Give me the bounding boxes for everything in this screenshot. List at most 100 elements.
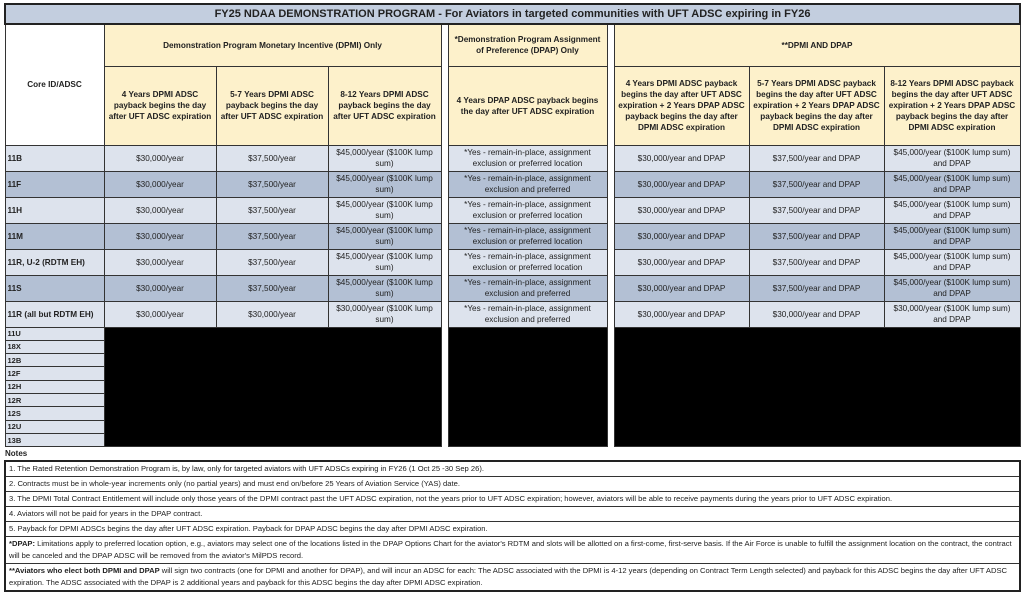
gap	[440, 145, 449, 171]
dpmi-group-header: Demonstration Program Monetary Incentive…	[103, 23, 442, 67]
core-id-cell: 12R	[4, 392, 105, 408]
gap	[606, 197, 615, 223]
column-header: 4 Years DPAP ADSC payback begins the day…	[447, 65, 608, 146]
table-row: 11R (all but RDTM EH) $30,000/year $30,000…	[4, 300, 1021, 328]
gap	[440, 301, 449, 327]
value-cell: $37,500/year and DPAP	[748, 170, 885, 198]
core-id-cell: 11F	[4, 170, 105, 198]
value-cell: $30,000/year	[103, 144, 217, 172]
gap	[440, 275, 449, 301]
value-cell: $37,500/year	[215, 144, 329, 172]
value-cell: $37,500/year and DPAP	[748, 274, 885, 302]
column-header: 4 Years DPMI ADSC payback begins the day…	[613, 65, 750, 146]
core-id-cell: 11M	[4, 222, 105, 250]
value-cell: $37,500/year and DPAP	[748, 222, 885, 250]
value-cell: $45,000/year ($100K lump sum)	[327, 274, 442, 302]
note-emphasis: *DPAP:	[9, 539, 36, 548]
value-cell: *Yes - remain-in-place, assignment exclu…	[447, 196, 608, 224]
gap	[606, 145, 615, 171]
value-cell: $37,500/year	[215, 274, 329, 302]
value-cell: $30,000/year	[215, 300, 329, 328]
core-id-cell: 18X	[4, 339, 105, 355]
value-cell: $30,000/year	[103, 274, 217, 302]
value-cell: $37,500/year and DPAP	[748, 196, 885, 224]
ineligible-block	[103, 326, 442, 448]
gap	[606, 275, 615, 301]
gap	[440, 223, 449, 249]
gap	[440, 24, 449, 145]
core-id-cell: 12B	[4, 353, 105, 368]
ineligible-row: 12S	[4, 406, 1020, 421]
value-cell: $45,000/year ($100K lump sum)	[327, 144, 442, 172]
column-header: 8-12 Years DPMI ADSC payback begins the …	[883, 65, 1021, 146]
value-cell: $45,000/year ($100K lump sum)	[327, 222, 442, 250]
note-text: 2. Contracts must be in whole-year incre…	[9, 479, 460, 488]
value-cell: $30,000/year	[103, 300, 217, 328]
note-emphasis: **Aviators who elect both DPMI and DPAP	[9, 566, 160, 575]
column-header: 5-7 Years DPMI ADSC payback begins the d…	[215, 65, 329, 146]
table-row: 11M $30,000/year $37,500/year $45,000/year …	[4, 222, 1021, 250]
column-header: 4 Years DPMI ADSC payback begins the day…	[103, 65, 217, 146]
note-text: Limitations apply to preferred location …	[9, 539, 1012, 560]
ineligible-row: 13B	[4, 432, 1020, 448]
gap	[606, 24, 615, 145]
gap	[440, 171, 449, 197]
value-cell: $45,000/year ($100K lump sum)	[327, 196, 442, 224]
note: **Aviators who elect both DPMI and DPAP …	[6, 564, 1019, 590]
gap	[440, 249, 449, 275]
gap	[606, 327, 615, 447]
note-text: 4. Aviators will not be paid for years i…	[9, 509, 203, 518]
core-id-cell: 11B	[4, 144, 105, 172]
value-cell: *Yes - remain-in-place, assignment exclu…	[447, 248, 608, 276]
core-id-cell: 12F	[4, 366, 105, 381]
value-cell: $30,000/year and DPAP	[613, 248, 750, 276]
value-cell: $30,000/year and DPAP	[613, 222, 750, 250]
core-id-cell: 12U	[4, 419, 105, 434]
core-id-cell: 11R, U-2 (RDTM EH)	[4, 248, 105, 276]
table-row: 11B $30,000/year $37,500/year $45,000/year …	[4, 144, 1021, 172]
note: 3. The DPMI Total Contract Entitlement w…	[6, 492, 1019, 507]
note: 5. Payback for DPMI ADSCs begins the day…	[6, 522, 1019, 537]
core-id-cell: 12S	[4, 406, 105, 421]
value-cell: $30,000/year and DPAP	[748, 300, 885, 328]
program-table: FY25 NDAA DEMONSTRATION PROGRAM - For Av…	[3, 3, 1022, 448]
both-group-header: **DPMI AND DPAP	[613, 23, 1021, 67]
core-id-header: Core ID/ADSC	[4, 23, 105, 146]
core-id-cell: 12H	[4, 379, 105, 394]
ineligible-row: 18X	[4, 339, 1020, 355]
notes-box: 1. The Rated Retention Demonstration Pro…	[4, 460, 1021, 592]
value-cell: $30,000/year and DPAP	[613, 170, 750, 198]
note: 4. Aviators will not be paid for years i…	[6, 507, 1019, 522]
note-text: 1. The Rated Retention Demonstration Pro…	[9, 464, 484, 473]
ineligible-block	[613, 326, 1021, 448]
value-cell: $30,000/year and DPAP	[613, 300, 750, 328]
ineligible-row: 12R	[4, 392, 1020, 408]
value-cell: $30,000/year	[103, 170, 217, 198]
ineligible-row: 11U	[4, 326, 1021, 448]
gap	[606, 249, 615, 275]
value-cell: $45,000/year ($100K lump sum) and DPAP	[883, 170, 1021, 198]
core-id-cell: 13B	[4, 432, 105, 448]
value-cell: $30,000/year and DPAP	[613, 274, 750, 302]
value-cell: $45,000/year ($100K lump sum) and DPAP	[883, 196, 1021, 224]
table-row: 11H $30,000/year $37,500/year $45,000/year …	[4, 196, 1021, 224]
gap	[606, 301, 615, 327]
value-cell: $37,500/year and DPAP	[748, 248, 885, 276]
ineligible-block	[447, 326, 608, 448]
dpap-group-header: *Demonstration Program Assignment of Pre…	[447, 23, 608, 67]
value-cell: $30,000/year ($100K lump sum)	[327, 300, 442, 328]
notes-label: Notes	[5, 449, 28, 458]
core-id-cell: 11U	[4, 326, 105, 341]
value-cell: $30,000/year	[103, 196, 217, 224]
note-text: will sign two contracts (one for DPMI an…	[9, 566, 1008, 587]
value-cell: $37,500/year	[215, 248, 329, 276]
gap	[606, 223, 615, 249]
gap	[440, 327, 449, 447]
value-cell: $37,500/year	[215, 170, 329, 198]
core-id-cell: 11R (all but RDTM EH)	[4, 300, 105, 328]
value-cell: *Yes - remain-in-place, assignment exclu…	[447, 144, 608, 172]
value-cell: $45,000/year ($100K lump sum)	[327, 170, 442, 198]
value-cell: *Yes - remain-in-place, assignment exclu…	[447, 300, 608, 328]
table-title: FY25 NDAA DEMONSTRATION PROGRAM - For Av…	[3, 3, 1022, 25]
value-cell: $45,000/year ($100K lump sum)	[327, 248, 442, 276]
